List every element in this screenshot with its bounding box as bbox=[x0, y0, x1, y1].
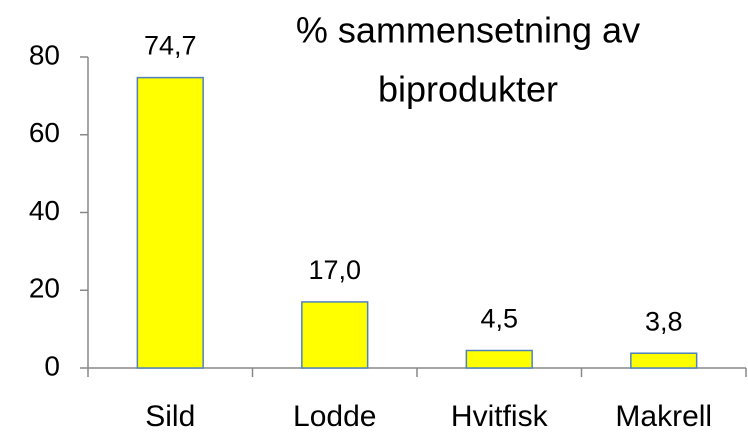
x-tick-label: Makrell bbox=[615, 400, 712, 433]
value-label: 17,0 bbox=[308, 255, 361, 285]
y-tick-label: 60 bbox=[29, 117, 60, 148]
chart-title: % sammensetning av bbox=[296, 10, 640, 51]
y-tick-label: 20 bbox=[29, 273, 60, 304]
x-tick-label: Hvitfisk bbox=[451, 400, 549, 433]
value-label: 4,5 bbox=[480, 304, 518, 334]
bar bbox=[136, 76, 204, 369]
chart-title: biprodukter bbox=[378, 69, 558, 110]
value-label: 74,7 bbox=[144, 31, 197, 61]
y-tick-label: 40 bbox=[29, 195, 60, 226]
value-label: 3,8 bbox=[645, 306, 683, 336]
x-tick-label: Sild bbox=[145, 400, 195, 433]
y-tick-label: 0 bbox=[44, 350, 60, 381]
bar bbox=[465, 349, 533, 369]
x-tick-label: Lodde bbox=[293, 400, 376, 433]
bar bbox=[630, 352, 698, 369]
bar bbox=[301, 301, 369, 369]
y-tick-label: 80 bbox=[29, 39, 60, 70]
